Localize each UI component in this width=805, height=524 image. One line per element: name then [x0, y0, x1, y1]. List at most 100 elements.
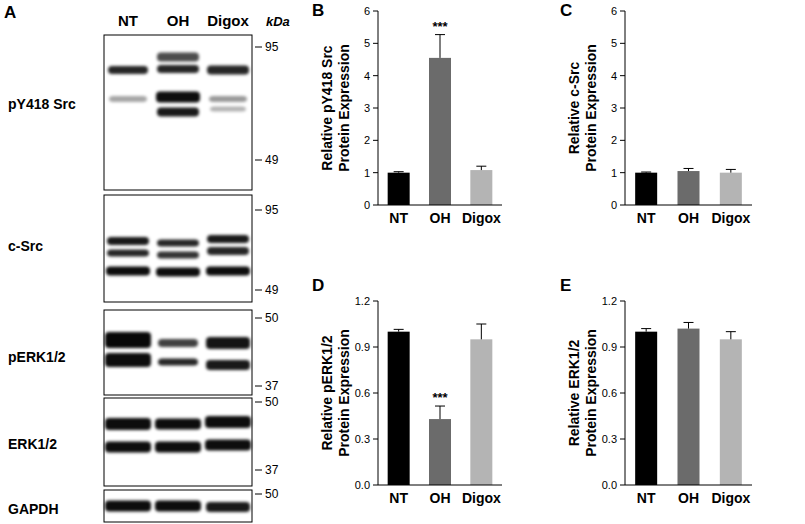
figure: ANTOHDigoxkDapY418 Src9549c-Src9549pERK1… [0, 0, 805, 524]
x-tick-label: Digox [711, 210, 750, 226]
blot-frame [104, 35, 252, 190]
bar-chart: CRelative c-SrcProtein Expression0123456… [560, 1, 752, 226]
band [206, 502, 250, 512]
y-tick [373, 301, 378, 302]
annotation: *** [432, 19, 448, 34]
bands [106, 235, 250, 277]
y-axis-label-line: Relative ERK1/2 [566, 339, 582, 446]
bar [388, 332, 410, 485]
blot-frame [104, 310, 252, 395]
y-tick-label: 3 [611, 102, 617, 114]
band [107, 250, 149, 257]
x-axis [378, 205, 502, 206]
y-tick [373, 172, 378, 173]
y-tick-label: 1.2 [602, 295, 617, 307]
y-tick [373, 347, 378, 348]
bands [105, 501, 250, 513]
y-tick-label: 0.0 [602, 479, 617, 491]
marker-tick [255, 402, 262, 403]
error-bar [394, 171, 404, 173]
error-cap [684, 168, 694, 169]
band [105, 442, 151, 453]
error-stem [481, 324, 482, 339]
band [157, 240, 199, 247]
y-tick [373, 393, 378, 394]
error-cap [394, 171, 404, 172]
error-stem [688, 322, 689, 328]
marker-tick [255, 386, 262, 387]
x-tick-label: OH [678, 490, 699, 506]
bar [429, 419, 451, 485]
y-tick-label: 1 [611, 167, 617, 179]
x-tick-label: NT [389, 210, 408, 226]
band [155, 419, 201, 430]
row-label: c-Src [8, 238, 43, 254]
error-bar [684, 168, 694, 171]
marker-label: 49 [265, 283, 279, 297]
error-bar [435, 406, 445, 419]
marker-tick [255, 470, 262, 471]
marker-label: 49 [265, 153, 279, 167]
band [157, 252, 199, 259]
x-axis [625, 485, 752, 486]
x-tick-label: NT [637, 490, 656, 506]
band [210, 107, 246, 112]
bar [470, 170, 492, 205]
error-cap [435, 34, 445, 35]
panel-letter: B [312, 1, 324, 20]
y-tick [620, 393, 625, 394]
y-tick-label: 5 [364, 37, 370, 49]
y-tick [373, 205, 378, 206]
band [105, 353, 151, 367]
error-bar [726, 332, 736, 340]
y-tick-label: 0 [611, 199, 617, 211]
y-tick [620, 301, 625, 302]
marker-label: 37 [265, 463, 279, 477]
x-tick-label: NT [637, 210, 656, 226]
x-tick-label: Digox [462, 490, 501, 506]
bar [678, 171, 700, 205]
error-bar [684, 322, 694, 328]
annotation: *** [432, 390, 448, 405]
band [206, 360, 250, 370]
band [156, 268, 200, 277]
bands [108, 53, 249, 117]
error-bar [726, 169, 736, 172]
y-tick [620, 172, 625, 173]
y-tick [620, 75, 625, 76]
y-axis-label: Relative pERK1/2Protein Expression [319, 329, 352, 457]
x-tick-label: OH [430, 210, 451, 226]
error-bar [435, 35, 445, 58]
bar [470, 339, 492, 485]
row-label: GAPDH [8, 501, 59, 517]
bars [388, 35, 493, 205]
bands [105, 416, 251, 453]
error-cap [476, 324, 486, 325]
band [107, 237, 149, 245]
y-tick [620, 11, 625, 12]
panel-letter: E [560, 276, 571, 295]
bar [635, 173, 657, 205]
error-bar [641, 172, 651, 174]
marker-tick [255, 210, 262, 211]
bar [388, 173, 410, 205]
row-label: pY418 Src [8, 96, 76, 112]
y-tick [620, 205, 625, 206]
error-bar [476, 324, 486, 339]
blot-frame [104, 398, 252, 486]
error-bar [476, 166, 486, 170]
y-tick-label: 0.6 [602, 387, 617, 399]
y-axis [378, 301, 379, 485]
y-tick-label: 0.3 [355, 433, 370, 445]
y-tick [373, 485, 378, 486]
y-tick-label: 0.0 [355, 479, 370, 491]
marker-tick [255, 494, 262, 495]
y-axis-label-line: Protein Expression [336, 329, 352, 457]
error-cap [684, 322, 694, 323]
band [209, 96, 247, 102]
band [206, 267, 250, 276]
marker-label: 50 [265, 395, 279, 409]
y-axis-label-line: Protein Expression [583, 329, 599, 457]
bar-chart: ERelative ERK1/2Protein Expression0.00.3… [560, 276, 752, 506]
y-axis [625, 301, 626, 485]
